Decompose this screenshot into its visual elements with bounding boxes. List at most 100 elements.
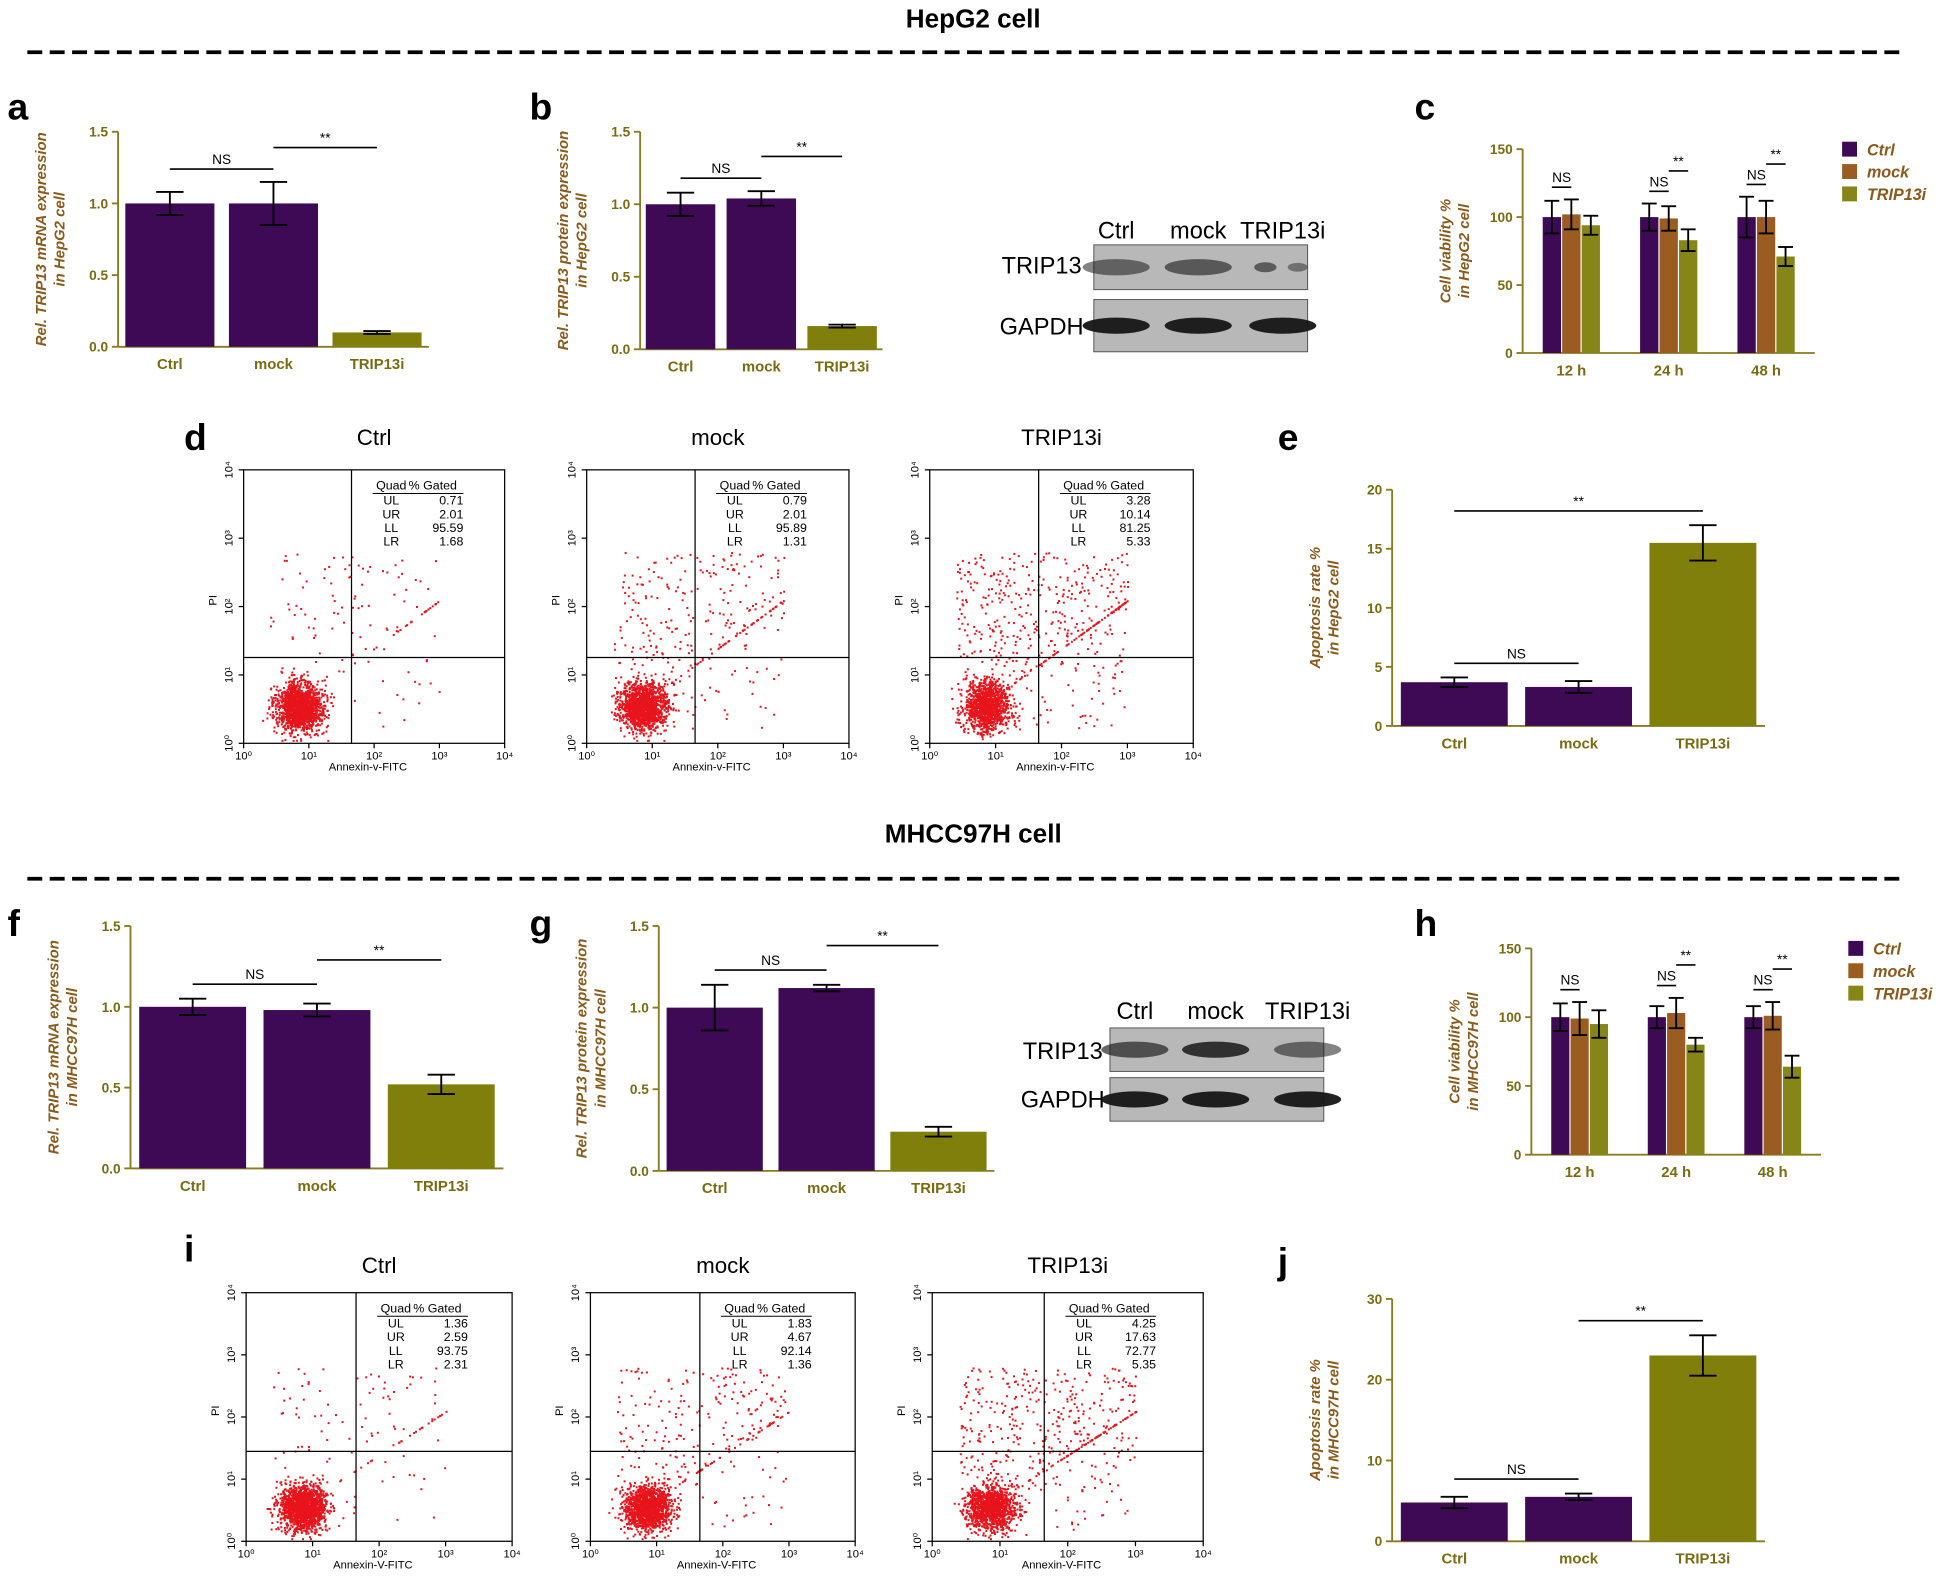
event-dot (616, 691, 619, 694)
event-dot (629, 681, 632, 684)
event-dot (624, 714, 627, 717)
event-dot (317, 717, 320, 720)
event-dot (304, 613, 307, 616)
event-dot (994, 702, 997, 705)
blot-band (1082, 259, 1150, 276)
event-dot (297, 692, 300, 695)
event-dot (628, 725, 631, 728)
event-dot (660, 713, 663, 716)
event-dot (287, 719, 290, 722)
event-dot (305, 731, 308, 734)
event-dot (301, 712, 304, 715)
event-dot (973, 690, 976, 693)
event-dot (315, 688, 318, 691)
event-dot (319, 710, 322, 713)
event-dot (652, 703, 655, 706)
event-dot (994, 682, 997, 685)
x-tick-label: 10³ (431, 750, 447, 762)
event-dot (1007, 579, 1010, 582)
event-dot (1124, 598, 1127, 601)
event-dot (353, 699, 356, 702)
event-dot (271, 711, 274, 714)
event-dot (651, 718, 654, 721)
event-dot (639, 647, 642, 650)
event-dot (653, 696, 656, 699)
event-dot (642, 690, 645, 693)
event-dot (651, 724, 654, 727)
event-dot (661, 653, 664, 656)
event-dot (652, 691, 655, 694)
event-dot (967, 704, 970, 707)
event-dot (992, 684, 995, 687)
event-dot (990, 710, 993, 713)
event-dot (277, 716, 280, 719)
event-dot (311, 698, 314, 701)
event-dot (659, 718, 662, 721)
event-dot (640, 685, 643, 688)
event-dot (626, 620, 629, 623)
event-dot (776, 576, 779, 579)
event-dot (637, 693, 640, 696)
event-dot (617, 714, 620, 717)
significance-label: ** (1680, 948, 1691, 963)
event-dot (975, 561, 978, 564)
event-dot (624, 552, 627, 555)
event-dot (296, 681, 299, 683)
event-dot (327, 739, 330, 742)
event-dot (729, 589, 732, 592)
event-dot (300, 698, 303, 701)
event-dot (277, 702, 280, 705)
event-dot (764, 707, 767, 710)
event-dot (307, 691, 310, 694)
event-dot (622, 692, 625, 695)
event-dot (650, 693, 653, 696)
event-dot (976, 707, 979, 710)
event-dot (321, 708, 324, 711)
event-dot (312, 713, 315, 716)
event-dot (302, 709, 305, 712)
event-dot (625, 715, 628, 718)
event-dot (369, 624, 372, 627)
table-cell: 95.59 (432, 521, 463, 535)
event-dot (1060, 663, 1063, 666)
event-dot (764, 613, 767, 616)
event-dot (664, 715, 667, 718)
event-dot (624, 713, 627, 716)
event-dot (647, 683, 649, 686)
event-dot (332, 705, 335, 708)
event-dot (287, 726, 290, 729)
event-dot (1018, 728, 1021, 731)
event-dot (1081, 586, 1084, 589)
event-dot (1120, 660, 1123, 663)
event-dot (957, 721, 960, 724)
event-dot (982, 559, 985, 562)
event-dot (623, 703, 626, 706)
event-dot (298, 689, 301, 692)
event-dot (1088, 592, 1091, 595)
event-dot (974, 700, 977, 703)
event-dot (651, 681, 654, 684)
event-dot (283, 704, 286, 707)
event-dot (386, 628, 389, 631)
event-dot (632, 699, 635, 702)
event-dot (1080, 610, 1083, 613)
event-dot (644, 709, 647, 712)
event-dot (983, 573, 986, 576)
event-dot (636, 704, 639, 707)
event-dot (287, 703, 290, 706)
event-dot (1086, 567, 1089, 570)
significance-label: ** (1777, 952, 1788, 967)
blot-column-label: mock (1170, 219, 1227, 245)
event-dot (780, 658, 783, 661)
event-dot (1114, 673, 1117, 676)
event-dot (635, 677, 638, 680)
event-dot (1082, 564, 1085, 567)
event-dot (992, 734, 995, 737)
legend-swatch (1848, 963, 1864, 979)
event-dot (646, 695, 649, 698)
event-dot (301, 709, 304, 712)
event-dot (631, 694, 634, 697)
event-dot (616, 706, 619, 709)
